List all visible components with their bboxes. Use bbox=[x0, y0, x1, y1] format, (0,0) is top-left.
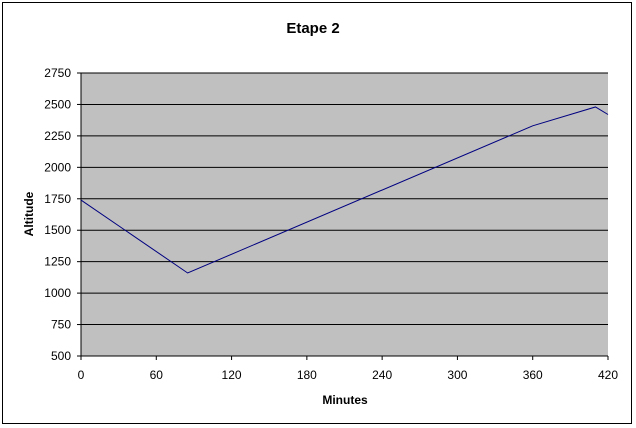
y-axis-label: Altitude bbox=[22, 191, 36, 236]
y-tick-label: 2000 bbox=[44, 160, 71, 174]
x-tick-label: 300 bbox=[447, 368, 467, 382]
y-tick-label: 1000 bbox=[44, 286, 71, 300]
y-tick-label: 1750 bbox=[44, 192, 71, 206]
y-tick-label: 500 bbox=[51, 349, 71, 363]
series-line-0 bbox=[80, 106, 609, 274]
x-tick-label: 360 bbox=[523, 368, 543, 382]
x-tick-label: 180 bbox=[297, 368, 317, 382]
x-tick-label: 120 bbox=[222, 368, 242, 382]
x-axis-ticks: 0 60 120 180 240 300 360 420 bbox=[78, 356, 618, 382]
y-tick-label: 2250 bbox=[44, 129, 71, 143]
x-tick-label: 60 bbox=[150, 368, 164, 382]
y-tick-label: 1500 bbox=[44, 223, 71, 237]
y-tick-label: 750 bbox=[51, 318, 71, 332]
series-group bbox=[80, 106, 609, 274]
x-tick-label: 240 bbox=[372, 368, 392, 382]
chart-title: Etape 2 bbox=[286, 20, 339, 37]
x-tick-label: 0 bbox=[78, 368, 85, 382]
grid-lines bbox=[81, 72, 608, 326]
y-axis-ticks: 500 750 1000 1250 1500 1750 2000 2250 2500 2750 bbox=[44, 66, 81, 363]
x-axis-label: Minutes bbox=[322, 393, 368, 407]
plot-area bbox=[81, 73, 608, 356]
y-tick-label: 2750 bbox=[44, 66, 71, 80]
y-tick-label: 2500 bbox=[44, 97, 71, 111]
y-tick-label: 1250 bbox=[44, 255, 71, 269]
x-tick-label: 420 bbox=[598, 368, 618, 382]
